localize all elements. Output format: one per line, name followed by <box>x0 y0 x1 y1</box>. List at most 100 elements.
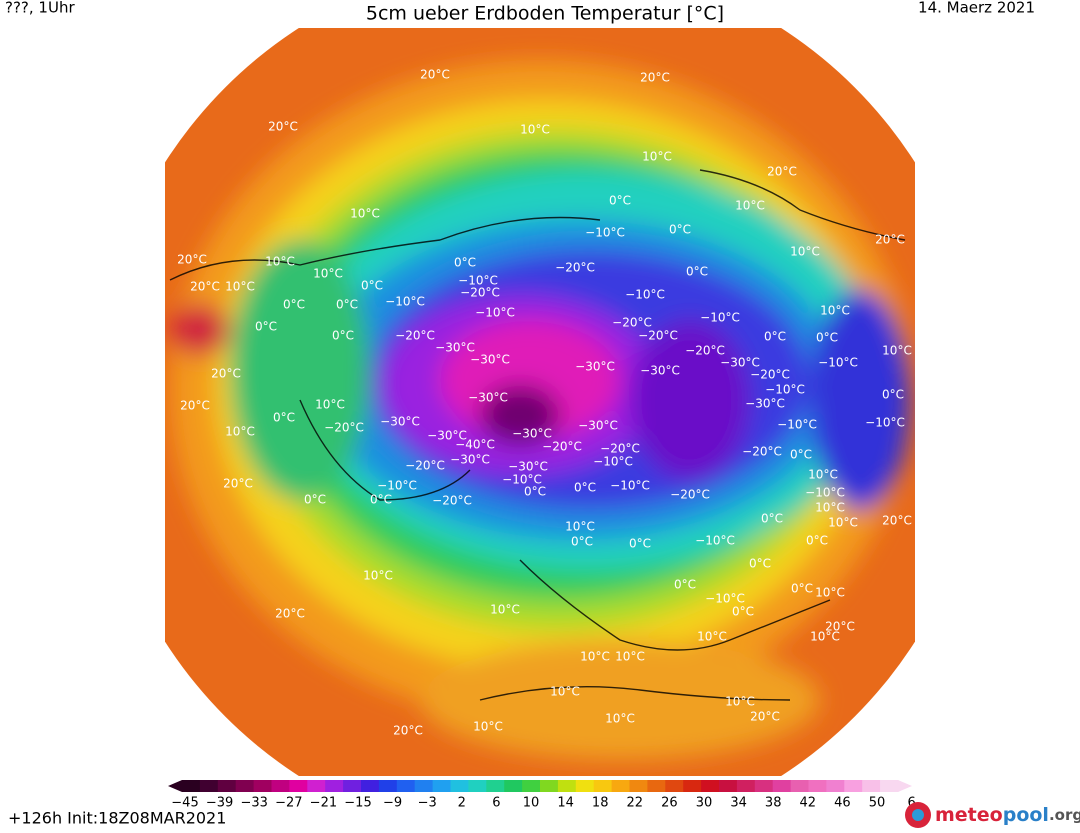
contour-label: 10°C <box>790 245 820 259</box>
colorbar: −45 −39 −33 −27 −21 −15 −9 −3 2 6 10 14 18 22 26 30 34 38… <box>168 780 916 811</box>
contour-label: 0°C <box>370 493 392 507</box>
colorbar-swatch <box>772 780 792 792</box>
colorbar-label: 6 <box>907 796 915 811</box>
title: 5cm ueber Erdboden Temperatur [°C] <box>366 3 724 25</box>
contour-label: −20°C <box>638 329 678 343</box>
contour-label: 0°C <box>273 411 295 425</box>
colorbar-swatch <box>808 780 827 792</box>
contour-label: −10°C <box>385 295 425 309</box>
contour-label: −30°C <box>512 427 552 441</box>
contour-label: 20°C <box>275 607 305 621</box>
contour-label: 0°C <box>816 331 838 345</box>
colorbar-label: 42 <box>800 796 817 811</box>
colorbar-label: −21 <box>310 796 337 811</box>
colorbar-swatch <box>790 780 809 792</box>
colorbar-swatch <box>701 780 720 792</box>
contour-label: −20°C <box>555 261 595 275</box>
colorbar-swatch <box>307 780 326 792</box>
contour-label: 0°C <box>304 493 326 507</box>
contour-label: −30°C <box>470 353 510 367</box>
contour-label: 10°C <box>815 501 845 515</box>
contour-label: 10°C <box>313 267 343 281</box>
contour-label: 10°C <box>550 685 580 699</box>
contour-label: −30°C <box>720 356 760 370</box>
contour-label: 10°C <box>225 425 255 439</box>
colorbar-swatch <box>253 780 272 792</box>
contour-label: 10°C <box>808 468 838 482</box>
contour-label: −30°C <box>745 397 785 411</box>
contour-label: −10°C <box>705 592 745 606</box>
contour-label: 10°C <box>605 712 635 726</box>
contour-label: 0°C <box>336 298 358 312</box>
contour-label: −10°C <box>625 288 665 302</box>
colorbar-swatch <box>271 780 290 792</box>
contour-label: 0°C <box>454 256 476 270</box>
contour-label: 10°C <box>565 520 595 534</box>
contour-label: 20°C <box>750 710 780 724</box>
colorbar-label: −3 <box>418 796 437 811</box>
colorbar-swatch <box>629 780 648 792</box>
contour-label: 0°C <box>674 578 696 592</box>
contour-label: 20°C <box>223 477 253 491</box>
header-left: ???, 1Uhr <box>5 0 75 17</box>
colorbar-label: 10 <box>523 796 540 811</box>
colorbar-label: 50 <box>869 796 886 811</box>
contour-label: −10°C <box>593 455 633 469</box>
colorbar-label: −45 <box>171 796 198 811</box>
colorbar-label: 38 <box>765 796 782 811</box>
contour-label: 10°C <box>315 398 345 412</box>
colorbar-swatch <box>414 780 434 792</box>
contour-label: 20°C <box>420 68 450 82</box>
colorbar-swatch <box>575 780 595 792</box>
logo-icon-inner <box>912 809 924 821</box>
contour-label: 0°C <box>571 535 593 549</box>
contour-label: 10°C <box>735 199 765 213</box>
contour-label: 10°C <box>520 123 550 137</box>
contour-label: −30°C <box>380 415 420 429</box>
contour-label: 0°C <box>882 388 904 402</box>
contour-label: 10°C <box>580 650 610 664</box>
contour-label: 0°C <box>806 534 828 548</box>
contour-label: 0°C <box>283 298 305 312</box>
contour-label: −40°C <box>455 438 495 452</box>
contour-label: −20°C <box>670 488 710 502</box>
contour-label: 10°C <box>350 207 380 221</box>
colorbar-label: −33 <box>240 796 267 811</box>
colorbar-swatch <box>719 780 738 792</box>
contour-label: 10°C <box>265 255 295 269</box>
contour-label: 10°C <box>473 720 503 734</box>
contour-label: −10°C <box>865 416 905 430</box>
contour-label: −20°C <box>542 440 582 454</box>
contour-label: 0°C <box>629 537 651 551</box>
contour-label: 10°C <box>697 630 727 644</box>
contour-label: −20°C <box>600 442 640 456</box>
colorbar-label: −15 <box>344 796 371 811</box>
colorbar-swatch <box>217 780 237 792</box>
contour-label: 10°C <box>490 603 520 617</box>
colorbar-swatch <box>611 780 630 792</box>
colorbar-swatch <box>450 780 469 792</box>
colorbar-swatch <box>378 780 398 792</box>
contour-label: 20°C <box>190 280 220 294</box>
contour-label: 10°C <box>725 695 755 709</box>
contour-label: 0°C <box>609 194 631 208</box>
colorbar-label: 22 <box>627 796 644 811</box>
colorbar-swatch <box>396 780 416 792</box>
contour-label: −20°C <box>685 344 725 358</box>
colorbar-swatch <box>289 780 308 792</box>
contour-label: −20°C <box>460 286 500 300</box>
contour-label: 10°C <box>882 344 912 358</box>
colorbar-label: 34 <box>730 796 747 811</box>
contour-label: 0°C <box>255 320 277 334</box>
colorbar-swatch <box>647 780 666 792</box>
contour-label: −10°C <box>502 473 542 487</box>
colorbar-swatch <box>557 780 577 792</box>
contour-label: −20°C <box>324 421 364 435</box>
contour-label: 10°C <box>815 586 845 600</box>
contour-label: −20°C <box>612 316 652 330</box>
contour-label: −30°C <box>468 391 508 405</box>
colorbar-swatch <box>844 780 863 792</box>
colorbar-label: −27 <box>275 796 302 811</box>
colorbar-swatch <box>665 780 684 792</box>
contour-label: 10°C <box>828 516 858 530</box>
